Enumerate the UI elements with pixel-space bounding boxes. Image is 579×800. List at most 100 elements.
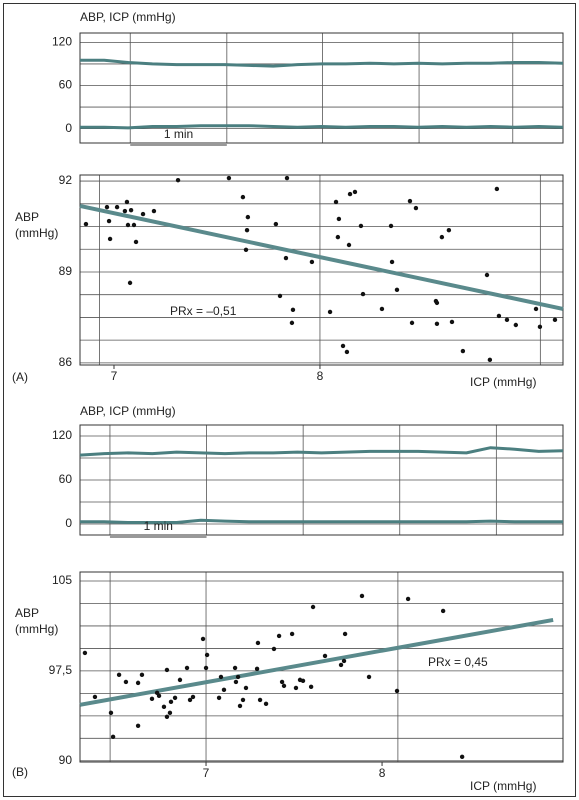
plot-frame — [79, 424, 564, 536]
x-axis-label: ICP (mmHg) — [470, 375, 536, 389]
data-point — [352, 189, 358, 195]
data-point — [243, 247, 249, 253]
data-point — [131, 222, 137, 228]
data-point — [336, 216, 342, 222]
data-point — [440, 608, 446, 614]
data-point — [281, 683, 287, 689]
trace-line — [80, 124, 564, 130]
data-point — [161, 704, 167, 710]
data-point — [221, 687, 227, 693]
data-point — [240, 194, 246, 200]
data-point — [108, 710, 114, 716]
chart-title: ABP, ICP (mmHg) — [80, 404, 176, 418]
data-point — [83, 221, 89, 227]
regression-line — [79, 617, 554, 707]
data-point — [434, 321, 440, 326]
data-point — [167, 710, 173, 716]
data-point — [484, 272, 490, 278]
trace-line — [80, 58, 564, 68]
y-tick-label: 89 — [59, 264, 73, 278]
data-point — [82, 650, 88, 656]
data-point — [346, 242, 352, 248]
data-point — [107, 236, 113, 242]
y-tick-label: 120 — [52, 428, 72, 442]
y-tick-label: 120 — [52, 35, 72, 49]
data-point — [347, 191, 353, 197]
data-point — [289, 631, 295, 637]
data-point — [389, 259, 395, 265]
data-point — [122, 208, 128, 214]
data-point — [125, 222, 131, 228]
data-point — [552, 317, 558, 323]
data-point — [232, 665, 238, 671]
data-point — [309, 259, 315, 265]
data-point — [459, 754, 465, 760]
y-tick-label: 0 — [65, 516, 72, 530]
data-point — [394, 688, 400, 694]
y-tick-label: 97,5 — [49, 663, 73, 677]
data-point — [123, 679, 129, 685]
data-point — [537, 324, 543, 330]
x-axis-label: ICP (mmHg) — [470, 779, 536, 793]
y-tick-label: 92 — [59, 173, 73, 187]
data-point — [124, 199, 130, 205]
data-point — [293, 685, 299, 691]
data-point — [342, 631, 348, 637]
data-point — [110, 734, 116, 740]
data-point — [405, 596, 411, 602]
data-point — [151, 208, 157, 214]
annotation: PRx = 0,45 — [428, 655, 488, 669]
data-point — [300, 678, 306, 684]
trace-line — [80, 518, 563, 524]
data-point — [340, 343, 346, 349]
data-point — [233, 679, 239, 685]
data-point — [279, 679, 285, 685]
data-point — [379, 306, 385, 312]
data-point — [360, 291, 366, 297]
data-point — [172, 695, 178, 701]
data-point — [140, 211, 146, 217]
data-point — [407, 198, 413, 204]
annotation: PRx = –0,51 — [170, 304, 237, 318]
data-point — [290, 307, 296, 313]
data-point — [243, 685, 249, 691]
y-tick-label: 60 — [59, 78, 73, 92]
x-tick-label: 8 — [379, 766, 386, 780]
data-point — [496, 313, 502, 319]
data-point — [446, 227, 452, 233]
chart-title: ABP, ICP (mmHg) — [80, 10, 176, 24]
data-point — [135, 680, 141, 686]
data-point — [308, 684, 314, 690]
data-point — [460, 348, 466, 354]
data-point — [335, 234, 341, 240]
data-point — [106, 218, 112, 224]
data-point — [177, 677, 183, 683]
data-point — [128, 207, 134, 213]
data-point — [276, 633, 282, 639]
plot-frame — [79, 571, 564, 763]
data-point — [92, 694, 98, 700]
data-point — [190, 694, 196, 700]
data-point — [388, 223, 394, 229]
y-tick-label: 0 — [65, 121, 72, 135]
data-point — [409, 320, 415, 326]
data-point — [255, 640, 261, 646]
panel-label: (A) — [12, 370, 28, 384]
panel-label: (B) — [12, 765, 28, 779]
data-point — [439, 234, 445, 240]
data-point — [237, 703, 243, 709]
x-tick-label: 7 — [111, 369, 118, 383]
data-point — [203, 665, 209, 671]
x-tick-label: 8 — [317, 369, 324, 383]
data-point — [277, 293, 283, 299]
y-axis-label: (mmHg) — [15, 622, 58, 636]
data-point — [245, 214, 251, 220]
data-point — [338, 662, 344, 668]
data-point — [175, 177, 181, 183]
data-point — [168, 699, 174, 705]
y-axis-label: (mmHg) — [15, 226, 58, 240]
plot-frame — [79, 174, 564, 366]
data-point — [494, 186, 500, 192]
data-point — [226, 175, 232, 181]
data-point — [240, 697, 246, 703]
